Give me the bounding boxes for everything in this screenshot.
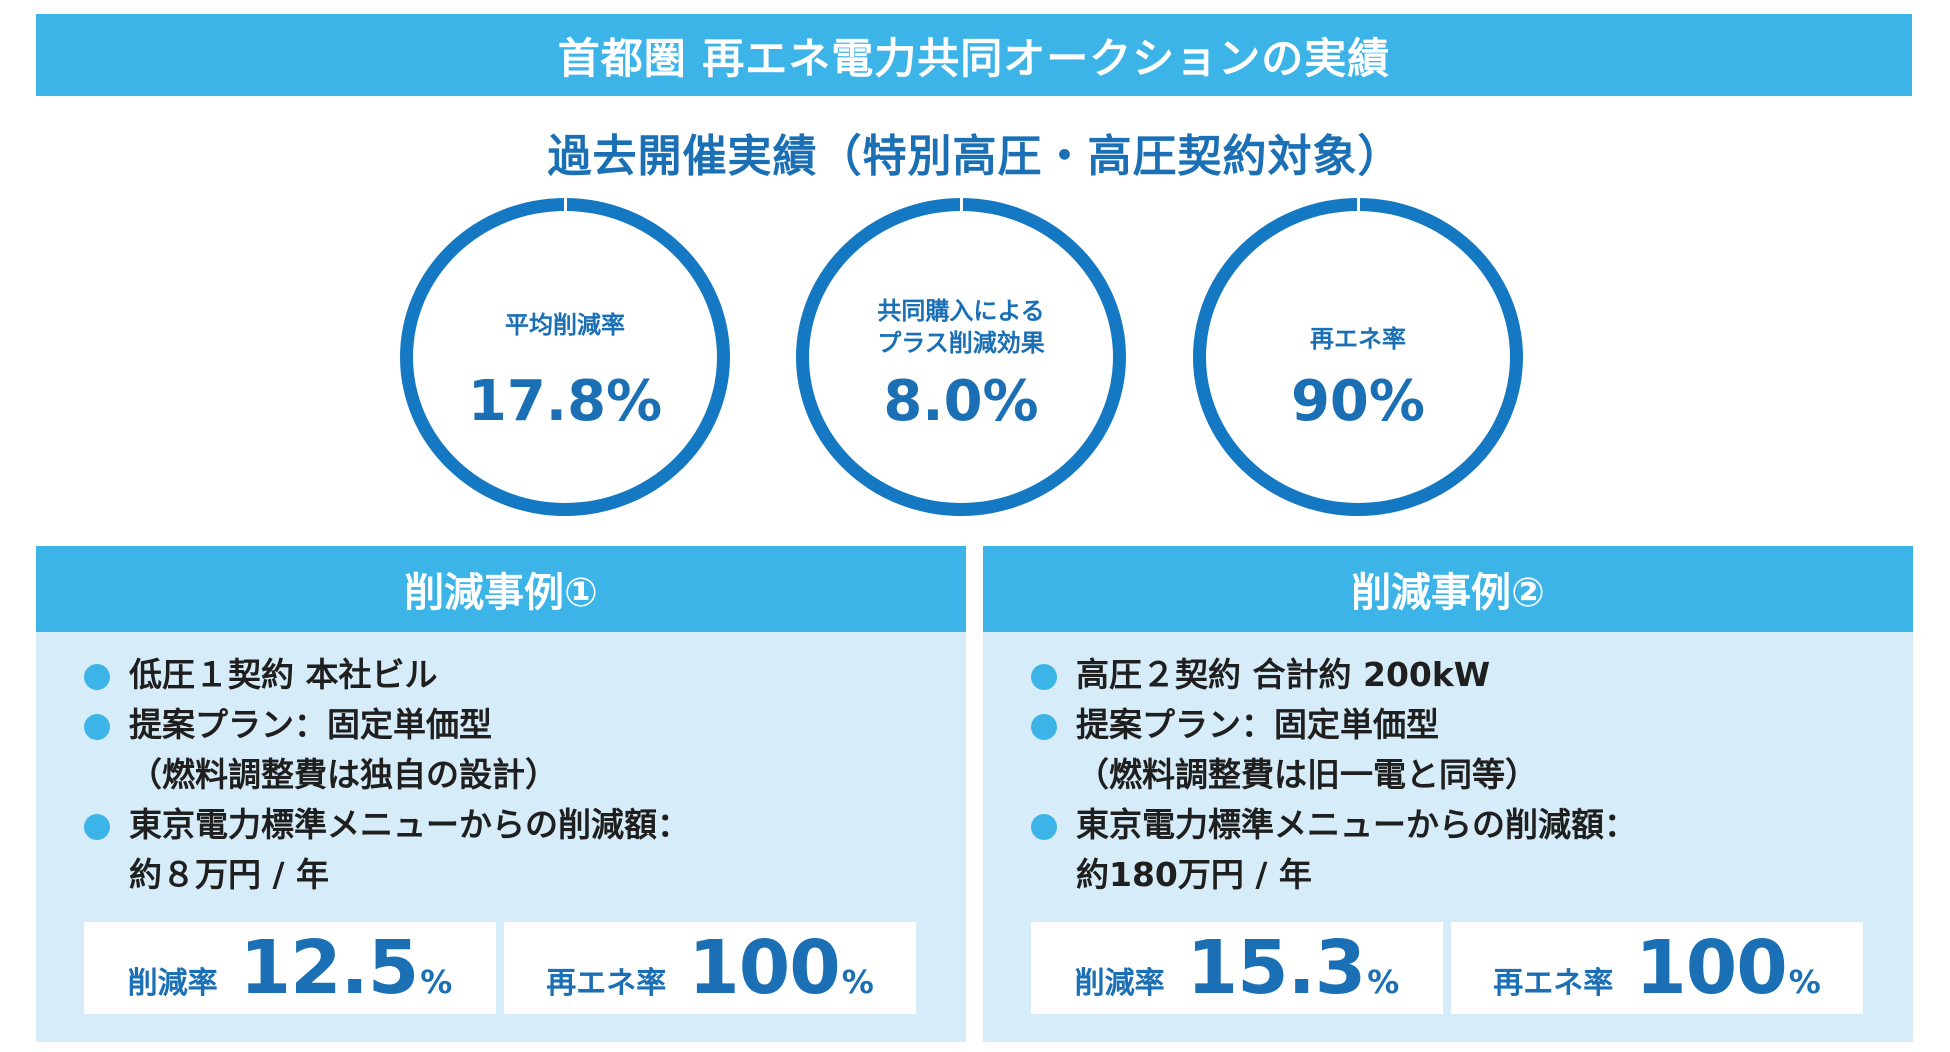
bullet-icon — [1031, 714, 1057, 740]
case-title: 削減事例② — [983, 546, 1913, 632]
ring-tick — [1356, 198, 1360, 211]
metric-circle-group-purchase-effect: 共同購入による プラス削減効果 8.0% — [796, 198, 1126, 516]
item-text: 提案プラン：固定単価型 — [1076, 705, 1439, 744]
stat-label: 削減率 — [1074, 966, 1165, 1001]
stat-value: 100 — [688, 925, 840, 1011]
item-text: （燃料調整費は独自の設計） — [129, 755, 558, 794]
item-text: 低圧１契約 本社ビル — [129, 655, 438, 694]
metric-label: 平均削減率 — [505, 311, 625, 339]
section-subtitle: 過去開催実績（特別高圧・高圧契約対象） — [547, 131, 1403, 182]
case-items: 高圧２契約 合計約 200kW 提案プラン：固定単価型 （燃料調整費は旧一電と同… — [1031, 650, 1893, 900]
reduction-rate-box: 削減率 15.3 % — [1031, 922, 1443, 1014]
stat-unit: % — [841, 963, 874, 1001]
bullet-icon — [84, 664, 110, 690]
case-card-1: 削減事例① 低圧１契約 本社ビル 提案プラン：固定単価型 （燃料調整費は独自の設… — [36, 546, 966, 1042]
stat-unit: % — [1788, 963, 1821, 1001]
list-item: 高圧２契約 合計約 200kW — [1031, 650, 1893, 700]
metric-value: 8.0% — [883, 369, 1039, 434]
stat-value: 12.5 — [239, 925, 420, 1011]
metric-circle-average-reduction: 平均削減率 17.8% — [400, 198, 730, 516]
metric-label: 共同購入による プラス削減効果 — [877, 297, 1045, 357]
case-title: 削減事例① — [36, 546, 966, 632]
ring-tick — [563, 198, 567, 211]
stat-value: 15.3 — [1186, 925, 1367, 1011]
list-item: 低圧１契約 本社ビル — [84, 650, 946, 700]
stat-unit: % — [420, 963, 453, 1001]
stat-label: 削減率 — [127, 966, 218, 1001]
case-card-2: 削減事例② 高圧２契約 合計約 200kW 提案プラン：固定単価型 （燃料調整費… — [983, 546, 1913, 1042]
stat-label: 再エネ率 — [546, 966, 667, 1001]
reduction-rate-box: 削減率 12.5 % — [84, 922, 496, 1014]
page-title: 首都圏 再エネ電力共同オークションの実績 — [36, 14, 1912, 96]
item-text: （燃料調整費は旧一電と同等） — [1076, 755, 1538, 794]
item-text: 約８万円 / 年 — [129, 855, 330, 894]
metric-value: 90% — [1290, 369, 1426, 434]
item-text: 提案プラン：固定単価型 — [129, 705, 492, 744]
item-text: 高圧２契約 合計約 200kW — [1076, 655, 1491, 694]
metric-label: 再エネ率 — [1310, 325, 1406, 353]
list-item: 提案プラン：固定単価型 （燃料調整費は旧一電と同等） — [1031, 700, 1893, 800]
metric-value: 17.8% — [467, 369, 663, 434]
bullet-icon — [1031, 664, 1057, 690]
list-item: 東京電力標準メニューからの削減額： 約180万円 / 年 — [1031, 800, 1893, 900]
item-text: 東京電力標準メニューからの削減額： — [1076, 805, 1637, 844]
metric-circle-renewable-rate: 再エネ率 90% — [1193, 198, 1523, 516]
renewable-rate-box: 再エネ率 100 % — [504, 922, 916, 1014]
bullet-icon — [84, 714, 110, 740]
stat-unit: % — [1367, 963, 1400, 1001]
ring-tick — [959, 198, 963, 211]
item-text: 東京電力標準メニューからの削減額： — [129, 805, 690, 844]
case-items: 低圧１契約 本社ビル 提案プラン：固定単価型 （燃料調整費は独自の設計） 東京電… — [84, 650, 946, 900]
renewable-rate-box: 再エネ率 100 % — [1451, 922, 1863, 1014]
list-item: 東京電力標準メニューからの削減額： 約８万円 / 年 — [84, 800, 946, 900]
bullet-icon — [1031, 814, 1057, 840]
item-text: 約180万円 / 年 — [1076, 855, 1312, 894]
stat-label: 再エネ率 — [1493, 966, 1614, 1001]
stat-value: 100 — [1635, 925, 1787, 1011]
bullet-icon — [84, 814, 110, 840]
list-item: 提案プラン：固定単価型 （燃料調整費は独自の設計） — [84, 700, 946, 800]
